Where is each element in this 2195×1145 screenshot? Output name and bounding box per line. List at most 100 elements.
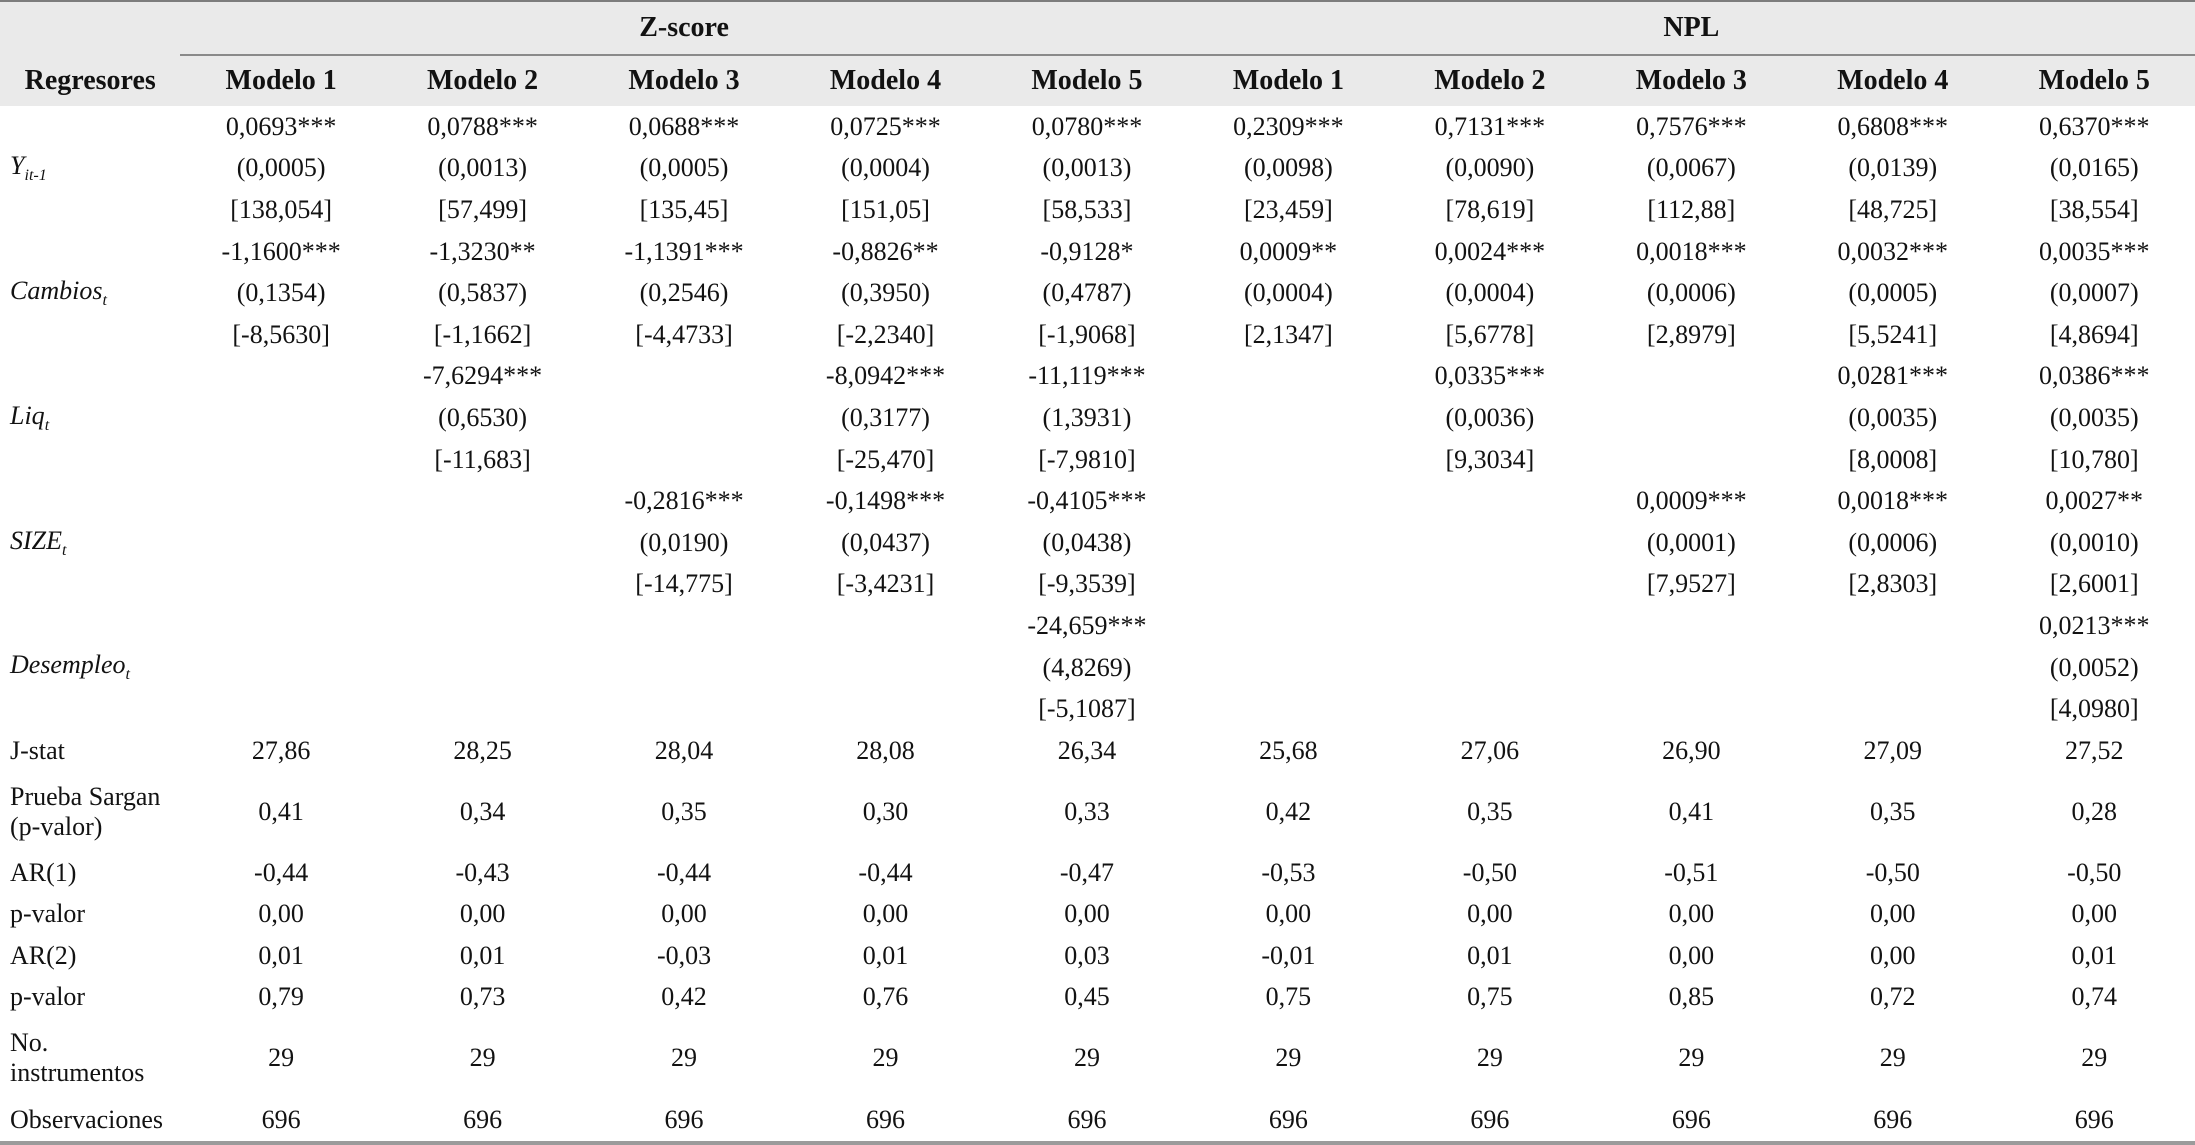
stat-value: -0,44 [858,857,913,887]
coef-cell: -0,9128* [1040,236,1134,266]
tstat-cell: [-25,470] [836,444,935,474]
se-cell: (0,0035) [1848,402,1938,432]
se-cell [382,522,583,564]
se-cell [180,522,381,564]
stat-row-observaciones: Observaciones 696 696 696 696 696 696 69… [0,1099,2195,1143]
coef-cell: -0,4105*** [1027,486,1147,516]
se-cell: (0,0004) [1244,278,1333,308]
tstat-cell: [23,459] [1244,194,1333,224]
coef-cell [1591,605,1792,647]
coef-cell: 0,6808*** [1837,111,1949,141]
tstat-cell [1591,688,1792,730]
tstat-cell [1188,688,1389,730]
tstat-row: [-5,1087] [4,0980] [0,688,2195,730]
stat-label: Prueba Sargan (p-valor) [10,781,161,841]
stat-value: -0,50 [2067,857,2122,887]
coef-cell: 0,0032*** [1837,236,1949,266]
group-header-row: Z-score NPL [0,1,2195,56]
stat-value: 27,06 [1460,735,1520,765]
stat-value: 0,00 [1064,899,1110,929]
stat-value: 0,75 [1467,982,1513,1012]
tstat-cell [1188,564,1389,606]
stat-row-sargan: Prueba Sargan (p-valor) 0,41 0,34 0,35 0… [0,772,2195,852]
tstat-cell: [38,554] [2049,194,2139,224]
tstat-cell: [7,9527] [1646,569,1736,599]
se-cell: (0,1354) [236,278,326,308]
stat-value: -0,50 [1865,857,1920,887]
coef-cell [1188,605,1389,647]
stat-value: 0,34 [459,796,506,826]
stat-value: 696 [1268,1104,1308,1134]
stat-label: AR(2) [10,940,77,970]
group-header-npl: NPL [1187,1,2195,56]
se-cell [1792,647,1993,689]
model-header: Modelo 3 [1590,55,1793,106]
tstat-cell [1591,439,1792,481]
coef-cell [1591,356,1792,398]
coef-row: Liqt -7,6294*** -8,0942*** -11,119*** 0,… [0,356,2195,434]
coef-cell: 0,0688*** [628,111,740,141]
stat-value: 0,35 [1870,796,1916,826]
coef-cell [1188,356,1389,398]
stat-value: 0,42 [661,982,707,1012]
stat-value: -0,44 [656,857,712,887]
stat-value: -0,47 [1059,857,1115,887]
var-subscript: t [62,541,67,559]
tstat-cell: [2,8979] [1646,319,1736,349]
stat-value: 0,45 [1064,982,1110,1012]
coef-cell [1389,480,1590,522]
se-cell: (0,0067) [1646,153,1736,183]
se-cell: (0,0010) [2049,527,2139,557]
stat-label: p-valor [10,982,86,1012]
tstat-cell: [10,780] [2049,444,2139,474]
regresores-header: Regresores [0,55,181,106]
stat-value: 0,01 [1467,940,1513,970]
stat-value: 0,76 [862,982,909,1012]
tstat-cell: [-1,1662] [433,319,532,349]
model-header-row: Regresores Modelo 1 Modelo 2 Modelo 3 Mo… [0,55,2195,106]
coef-cell: 0,0009*** [1636,486,1747,516]
var-name: Cambios [10,276,103,306]
se-cell [1591,397,1792,439]
coef-cell [180,356,381,398]
tstat-cell: [2,1347] [1244,319,1333,349]
se-cell [180,397,381,439]
coef-cell: -1,3230** [429,236,536,266]
tstat-cell [180,439,381,481]
coef-row: SIZEt -0,2816*** -0,1498*** -0,4105*** 0… [0,480,2195,559]
var-name: Desempleo [10,650,126,680]
stat-label: AR(1) [10,857,77,887]
tstat-cell: [5,6778] [1445,319,1535,349]
se-row: (0,1354) (0,5837) (0,2546) (0,3950) (0,4… [0,272,2195,314]
coef-cell [583,605,784,647]
stat-value: 29 [872,1043,899,1073]
tstat-cell: [-11,683] [434,444,531,474]
coef-cell: 0,2309*** [1233,111,1344,141]
stat-value: -0,50 [1462,857,1517,887]
se-cell: (0,0035) [2049,402,2139,432]
stat-row-pvalor-1: p-valor 0,00 0,00 0,00 0,00 0,00 0,00 0,… [0,893,2195,935]
coef-cell: 0,0386*** [2039,361,2150,391]
stat-value: 696 [463,1104,503,1134]
se-row: (0,0005) (0,0013) (0,0005) (0,0004) (0,0… [0,148,2195,190]
coef-cell: 0,0213*** [2039,610,2150,640]
stat-value: 0,00 [1668,940,1715,970]
stat-value: 29 [1275,1043,1302,1073]
se-cell: (0,0005) [639,153,729,183]
tstat-cell: [2,8303] [1848,569,1938,599]
stat-value: -0,01 [1261,940,1316,970]
stat-value: 0,01 [862,940,909,970]
coef-cell: 0,0009** [1239,236,1338,266]
stat-value: 0,73 [459,982,506,1012]
stat-row-instrumentos: No. instrumentos 29 29 29 29 29 29 29 29… [0,1018,2195,1098]
stat-value: 28,08 [856,735,915,765]
var-label-size: SIZEt [0,480,180,605]
tstat-cell: [58,533] [1042,194,1132,224]
stat-label: J-stat [10,735,65,765]
stat-value: 0,00 [1265,899,1312,929]
var-name: Y [10,151,25,181]
coef-cell: -11,119*** [1028,361,1146,391]
tstat-cell: [-3,4231] [836,569,935,599]
stat-value: 29 [1678,1043,1705,1073]
